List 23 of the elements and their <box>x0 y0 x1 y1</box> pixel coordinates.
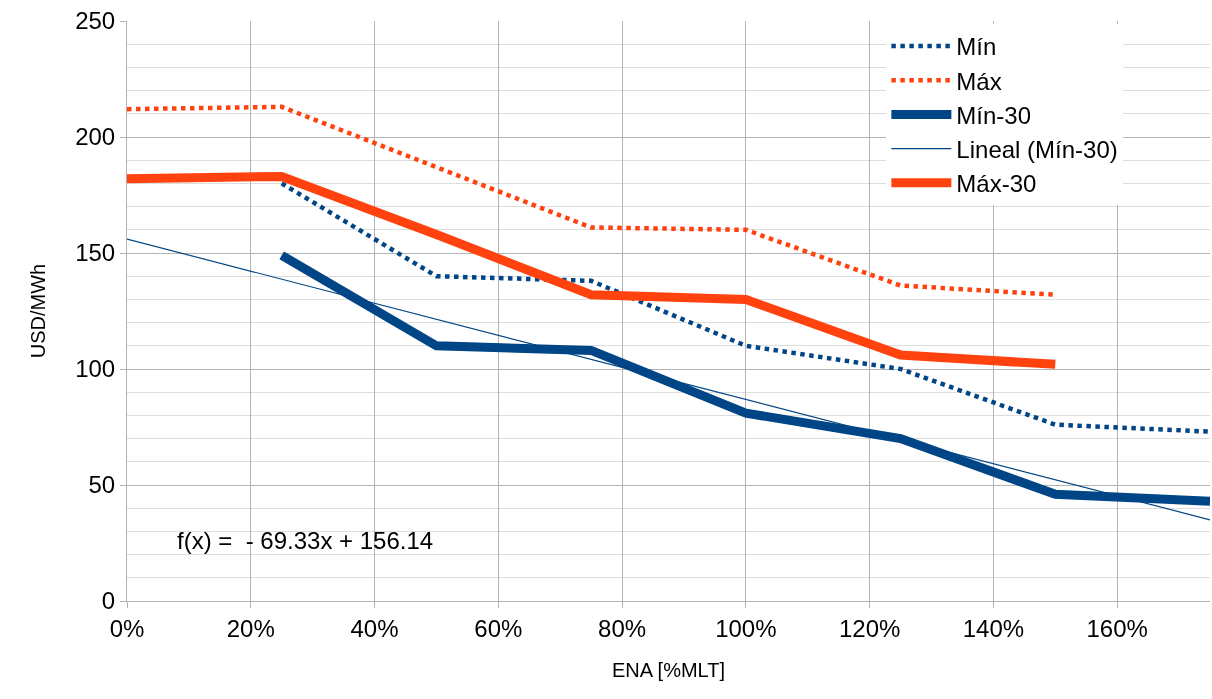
x-tick-label: 20% <box>226 614 275 642</box>
y-tick-label: 0 <box>101 587 116 615</box>
x-tick-label: 100% <box>715 614 777 642</box>
legend-label: Máx <box>956 67 1002 95</box>
legend-label: Lineal (Mín-30) <box>956 135 1118 163</box>
y-tick-label: 250 <box>75 7 116 35</box>
annotation: f(x) = - 69.33x + 156.14 <box>177 527 434 554</box>
y-tick-label: 150 <box>75 239 116 267</box>
legend-label: Mín-30 <box>956 101 1032 129</box>
x-tick-label: 120% <box>838 614 901 642</box>
legend-label: Mín <box>956 33 997 61</box>
x-tick-label: 80% <box>598 614 647 642</box>
y-axis-title: USD/MWh <box>26 263 49 359</box>
legend-label: Máx-30 <box>956 170 1037 198</box>
y-tick-label: 100 <box>75 355 116 383</box>
x-tick-label: 160% <box>1086 614 1148 642</box>
x-tick-label: 0% <box>109 614 145 642</box>
x-tick-label: 140% <box>962 614 1025 642</box>
x-tick-label: 60% <box>474 614 523 642</box>
x-tick-label: 40% <box>350 614 399 642</box>
y-tick-label: 50 <box>88 471 116 499</box>
x-axis-title: ENA [%MLT] <box>612 659 725 682</box>
y-tick-label: 200 <box>75 123 116 151</box>
